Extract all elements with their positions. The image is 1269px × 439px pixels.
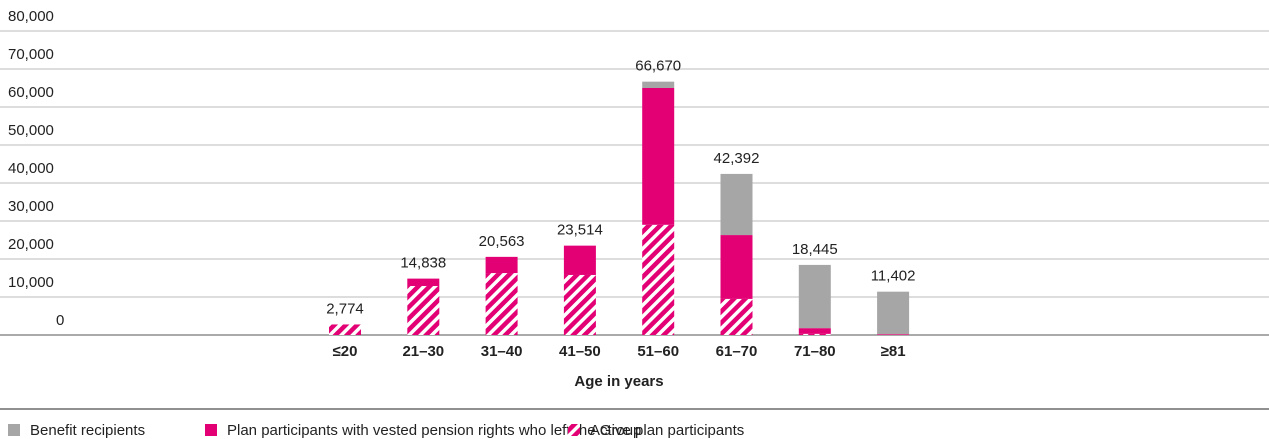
total-label: 18,445 <box>792 241 838 258</box>
legend-swatch <box>205 424 217 436</box>
x-tick-label: 71–80 <box>794 343 836 360</box>
y-tick-label: 10,000 <box>8 274 54 291</box>
legend-label: Benefit recipients <box>30 422 145 439</box>
y-tick-label: 20,000 <box>8 236 54 253</box>
bar-segment <box>407 278 440 286</box>
bar-segment <box>877 334 910 335</box>
y-tick-label: 40,000 <box>8 160 54 177</box>
y-tick-label: 80,000 <box>8 8 54 25</box>
total-label: 11,402 <box>871 268 916 285</box>
x-tick-label: 61–70 <box>716 343 758 360</box>
bar-segment <box>720 298 753 335</box>
x-tick-label: ≥81 <box>881 343 906 360</box>
bar-segment <box>798 333 831 335</box>
legend-swatch <box>8 424 20 436</box>
y-tick-label: 0 <box>56 312 64 329</box>
bar-segment <box>720 173 753 236</box>
bar-segment <box>798 264 831 329</box>
bar-segment <box>407 285 440 335</box>
bar-segment <box>798 328 831 334</box>
x-tick-label: 51–60 <box>637 343 679 360</box>
bar-segment <box>877 291 910 335</box>
x-axis-title: Age in years <box>574 373 663 390</box>
x-tick-label: 41–50 <box>559 343 601 360</box>
legend-swatch <box>568 424 580 436</box>
y-tick-label: 30,000 <box>8 198 54 215</box>
bar-segment <box>485 273 518 335</box>
bar-segment <box>642 81 675 88</box>
x-tick-label: 31–40 <box>481 343 523 360</box>
total-label: 42,392 <box>714 150 760 167</box>
total-label: 2,774 <box>326 300 364 317</box>
bar-segment <box>563 245 596 275</box>
legend-label: Active plan participants <box>590 422 744 439</box>
y-tick-label: 70,000 <box>8 46 54 63</box>
bar-segment <box>642 88 675 225</box>
bar-segment <box>563 274 596 335</box>
total-label: 20,563 <box>479 233 525 250</box>
y-tick-label: 50,000 <box>8 122 54 139</box>
y-tick-label: 60,000 <box>8 84 54 101</box>
total-label: 66,670 <box>635 58 681 75</box>
x-tick-label: ≤20 <box>333 343 358 360</box>
x-tick-label: 21–30 <box>402 343 444 360</box>
total-label: 14,838 <box>400 255 446 272</box>
bar-segment <box>485 256 518 274</box>
bar-segment <box>642 224 675 335</box>
total-label: 23,514 <box>557 222 603 239</box>
bar-segment <box>720 235 753 299</box>
bar-segment <box>329 324 361 335</box>
legend-label: Plan participants with vested pension ri… <box>227 422 641 439</box>
